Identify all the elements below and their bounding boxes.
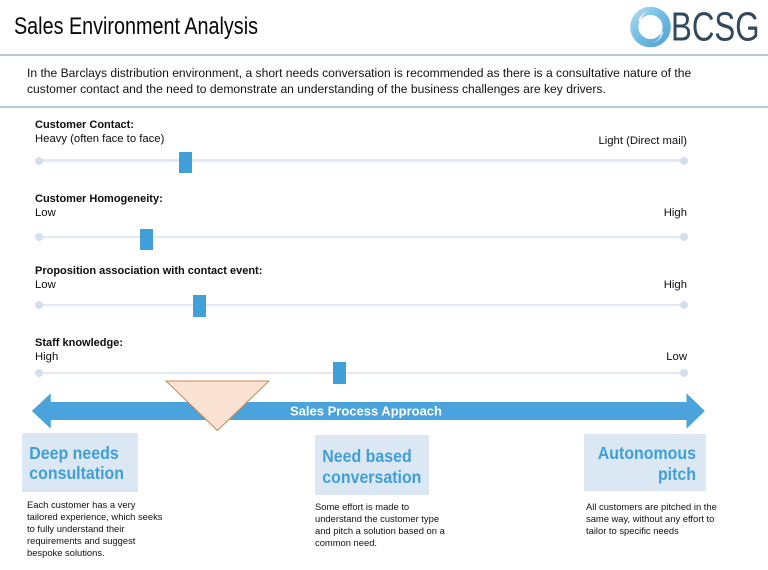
svg-text:BCSG: BCSG <box>671 4 760 50</box>
svg-text:Sales Process Approach: Sales Process Approach <box>290 404 442 419</box>
